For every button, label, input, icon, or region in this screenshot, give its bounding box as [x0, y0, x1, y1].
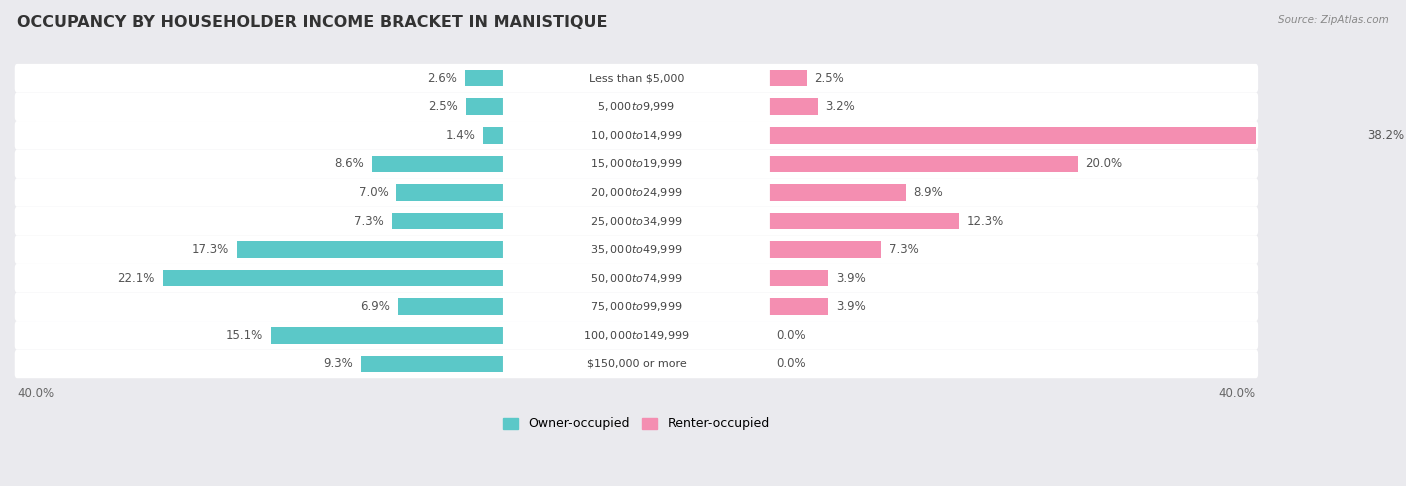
FancyBboxPatch shape — [503, 123, 770, 147]
Bar — [768, 127, 1360, 143]
Bar — [163, 270, 505, 286]
Bar — [768, 242, 882, 258]
Text: 8.9%: 8.9% — [914, 186, 943, 199]
Bar — [467, 99, 505, 115]
Text: $50,000 to $74,999: $50,000 to $74,999 — [591, 272, 683, 285]
FancyBboxPatch shape — [503, 209, 770, 233]
FancyBboxPatch shape — [503, 95, 770, 119]
Text: 38.2%: 38.2% — [1367, 129, 1405, 142]
Bar — [392, 213, 505, 229]
Text: $25,000 to $34,999: $25,000 to $34,999 — [591, 214, 683, 227]
FancyBboxPatch shape — [503, 181, 770, 204]
Bar — [396, 184, 505, 201]
Bar — [464, 70, 505, 87]
FancyBboxPatch shape — [14, 150, 1258, 178]
Text: $75,000 to $99,999: $75,000 to $99,999 — [591, 300, 683, 313]
FancyBboxPatch shape — [14, 178, 1258, 207]
FancyBboxPatch shape — [14, 235, 1258, 264]
Text: $35,000 to $49,999: $35,000 to $49,999 — [591, 243, 683, 256]
Text: 12.3%: 12.3% — [966, 214, 1004, 227]
Bar — [768, 213, 959, 229]
Text: 3.2%: 3.2% — [825, 100, 855, 113]
Text: 40.0%: 40.0% — [1219, 387, 1256, 400]
Bar — [768, 184, 905, 201]
Text: $15,000 to $19,999: $15,000 to $19,999 — [591, 157, 683, 171]
Text: $100,000 to $149,999: $100,000 to $149,999 — [583, 329, 690, 342]
Bar — [768, 99, 818, 115]
Text: $10,000 to $14,999: $10,000 to $14,999 — [591, 129, 683, 142]
Text: 2.5%: 2.5% — [814, 71, 844, 85]
Text: 6.9%: 6.9% — [360, 300, 391, 313]
Text: 0.0%: 0.0% — [776, 357, 806, 370]
Text: 17.3%: 17.3% — [193, 243, 229, 256]
Legend: Owner-occupied, Renter-occupied: Owner-occupied, Renter-occupied — [498, 413, 775, 435]
Bar — [271, 327, 505, 344]
Bar — [484, 127, 505, 143]
Text: 8.6%: 8.6% — [335, 157, 364, 171]
FancyBboxPatch shape — [503, 324, 770, 347]
Text: 7.3%: 7.3% — [889, 243, 918, 256]
FancyBboxPatch shape — [503, 238, 770, 261]
Text: 1.4%: 1.4% — [446, 129, 475, 142]
Text: 20.0%: 20.0% — [1085, 157, 1122, 171]
Text: Source: ZipAtlas.com: Source: ZipAtlas.com — [1278, 15, 1389, 25]
Text: $150,000 or more: $150,000 or more — [586, 359, 686, 369]
Text: 40.0%: 40.0% — [17, 387, 55, 400]
FancyBboxPatch shape — [503, 152, 770, 175]
Text: 15.1%: 15.1% — [226, 329, 263, 342]
Bar — [768, 270, 828, 286]
Text: 9.3%: 9.3% — [323, 357, 353, 370]
FancyBboxPatch shape — [14, 349, 1258, 378]
Text: 7.0%: 7.0% — [359, 186, 388, 199]
Text: $5,000 to $9,999: $5,000 to $9,999 — [598, 100, 676, 113]
Text: Less than $5,000: Less than $5,000 — [589, 73, 685, 83]
Text: 0.0%: 0.0% — [776, 329, 806, 342]
Bar — [768, 70, 807, 87]
Text: 3.9%: 3.9% — [837, 272, 866, 285]
Text: OCCUPANCY BY HOUSEHOLDER INCOME BRACKET IN MANISTIQUE: OCCUPANCY BY HOUSEHOLDER INCOME BRACKET … — [17, 15, 607, 30]
FancyBboxPatch shape — [14, 121, 1258, 150]
Text: 22.1%: 22.1% — [118, 272, 155, 285]
Text: 2.6%: 2.6% — [427, 71, 457, 85]
FancyBboxPatch shape — [14, 293, 1258, 321]
Bar — [371, 156, 505, 172]
Text: 2.5%: 2.5% — [429, 100, 458, 113]
Text: $20,000 to $24,999: $20,000 to $24,999 — [591, 186, 683, 199]
FancyBboxPatch shape — [14, 207, 1258, 235]
Bar — [768, 298, 828, 315]
FancyBboxPatch shape — [503, 295, 770, 318]
Text: 7.3%: 7.3% — [354, 214, 384, 227]
FancyBboxPatch shape — [14, 264, 1258, 293]
Bar — [398, 298, 505, 315]
Bar — [768, 156, 1078, 172]
FancyBboxPatch shape — [14, 92, 1258, 121]
FancyBboxPatch shape — [503, 266, 770, 290]
FancyBboxPatch shape — [14, 321, 1258, 349]
FancyBboxPatch shape — [14, 64, 1258, 92]
FancyBboxPatch shape — [503, 67, 770, 90]
Text: 3.9%: 3.9% — [837, 300, 866, 313]
Bar — [238, 242, 505, 258]
FancyBboxPatch shape — [503, 352, 770, 376]
Bar — [361, 356, 505, 372]
